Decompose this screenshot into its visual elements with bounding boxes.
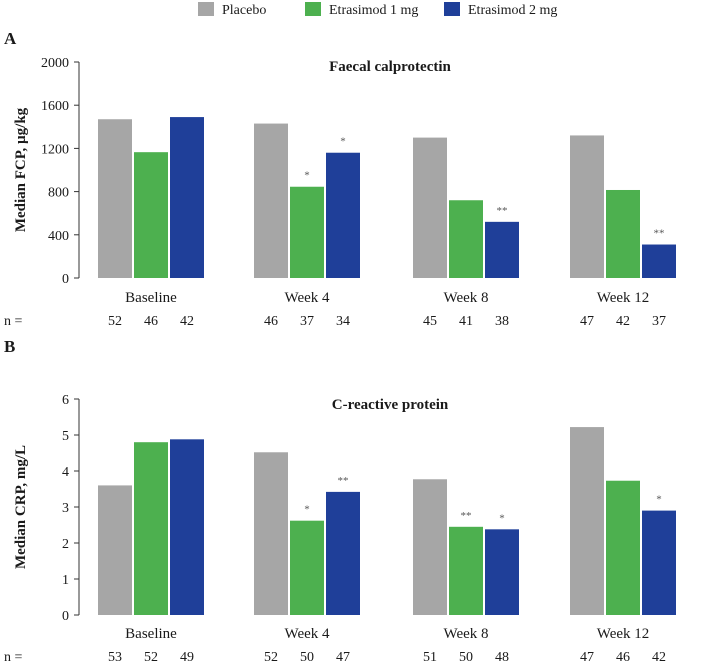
category-label-a-2: Week 8 (443, 290, 488, 306)
panel-a-faecal-calprotectin-chart: A Faecal calprotectin Median FCP, µg/kg 0 40… (4, 29, 676, 329)
y-tick-label-b-3: 3 (62, 501, 69, 516)
bar-a-1-2 (326, 152, 360, 278)
y-tick-label-b-5: 5 (62, 429, 69, 444)
category-label-b-3: Week 12 (597, 626, 650, 642)
n-prefix-b: n = (4, 650, 23, 665)
n-value-b-0-0: 53 (108, 650, 122, 665)
n-value-a-2-0: 45 (423, 314, 437, 329)
n-prefix-a: n = (4, 314, 23, 329)
bar-b-2-0 (413, 479, 447, 615)
bar-a-1-0 (254, 123, 288, 278)
chart-title-b: C-reactive protein (332, 397, 449, 413)
y-tick-label-a-0: 0 (62, 272, 69, 287)
legend-swatch-0 (198, 2, 214, 16)
bar-a-3-0 (570, 135, 604, 278)
bar-b-2-1 (449, 526, 483, 615)
panel-b-c-reactive-protein-chart: B C-reactive protein Median CRP, mg/L 0 1 2 3 4… (4, 337, 676, 665)
significance-marker-b-1-1: * (304, 504, 310, 516)
n-value-a-1-2: 34 (336, 314, 350, 329)
y-axis-label-b: Median CRP, mg/L (13, 445, 29, 569)
n-value-b-1-1: 50 (300, 650, 314, 665)
legend-label-0: Placebo (222, 3, 266, 18)
bar-a-0-1 (134, 152, 168, 278)
significance-marker-b-2-1: ** (461, 510, 472, 522)
significance-marker-a-1-1: * (304, 170, 310, 182)
n-value-a-2-2: 38 (495, 314, 509, 329)
n-value-b-0-2: 49 (180, 650, 194, 665)
legend: Placebo Etrasimod 1 mg Etrasimod 2 mg (198, 2, 557, 18)
n-value-a-0-1: 46 (144, 314, 158, 329)
y-axis-label-a: Median FCP, µg/kg (13, 107, 29, 232)
bar-b-0-2 (170, 439, 204, 615)
category-label-b-1: Week 4 (284, 626, 330, 642)
n-value-b-1-2: 47 (336, 650, 350, 665)
y-tick-label-a-4: 1600 (41, 99, 69, 114)
bar-a-3-2 (642, 244, 676, 278)
significance-marker-a-3-2: ** (654, 228, 665, 240)
bar-a-2-1 (449, 200, 483, 278)
bar-b-1-2 (326, 491, 360, 615)
significance-marker-b-2-2: * (499, 512, 505, 524)
category-label-a-1: Week 4 (284, 290, 330, 306)
panel-letter-b: B (4, 337, 15, 356)
bar-b-0-0 (98, 485, 132, 615)
significance-marker-b-3-2: * (656, 494, 662, 506)
n-value-b-3-2: 42 (652, 650, 666, 665)
n-value-a-2-1: 41 (459, 314, 473, 329)
legend-swatch-2 (444, 2, 460, 16)
bar-b-1-1 (290, 520, 324, 615)
n-value-a-3-1: 42 (616, 314, 630, 329)
category-label-b-2: Week 8 (443, 626, 488, 642)
n-value-a-0-0: 52 (108, 314, 122, 329)
n-value-b-3-1: 46 (616, 650, 630, 665)
n-value-a-1-1: 37 (300, 314, 314, 329)
n-value-b-3-0: 47 (580, 650, 594, 665)
category-label-b-0: Baseline (125, 626, 177, 642)
n-value-a-3-2: 37 (652, 314, 666, 329)
y-tick-label-b-1: 1 (62, 573, 69, 588)
n-value-b-2-0: 51 (423, 650, 437, 665)
y-tick-label-b-0: 0 (62, 609, 69, 624)
y-tick-label-b-6: 6 (62, 393, 69, 408)
legend-label-2: Etrasimod 2 mg (468, 3, 557, 18)
y-tick-label-a-1: 400 (48, 229, 69, 244)
y-tick-label-a-5: 2000 (41, 56, 69, 71)
category-label-a-0: Baseline (125, 290, 177, 306)
bar-b-0-1 (134, 442, 168, 615)
y-tick-label-a-2: 800 (48, 186, 69, 201)
bar-b-2-2 (485, 529, 519, 615)
n-value-a-3-0: 47 (580, 314, 594, 329)
bar-a-1-1 (290, 186, 324, 278)
category-label-a-3: Week 12 (597, 290, 650, 306)
y-tick-label-a-3: 1200 (41, 142, 69, 157)
bar-b-3-1 (606, 480, 640, 615)
significance-marker-a-1-2: * (340, 136, 346, 148)
bar-a-3-1 (606, 189, 640, 278)
n-value-b-1-0: 52 (264, 650, 278, 665)
significance-marker-b-1-2: ** (338, 475, 349, 487)
legend-swatch-1 (305, 2, 321, 16)
bar-a-0-0 (98, 119, 132, 279)
n-value-b-0-1: 52 (144, 650, 158, 665)
y-tick-label-b-4: 4 (62, 465, 69, 480)
bar-b-3-2 (642, 510, 676, 615)
bar-a-2-2 (485, 221, 519, 278)
bar-a-2-0 (413, 137, 447, 278)
chart-title-a: Faecal calprotectin (329, 59, 451, 75)
significance-marker-a-2-2: ** (497, 205, 508, 217)
panel-letter-a: A (4, 29, 17, 48)
n-value-a-0-2: 42 (180, 314, 194, 329)
bar-b-1-0 (254, 452, 288, 615)
legend-label-1: Etrasimod 1 mg (329, 3, 418, 18)
y-tick-label-b-2: 2 (62, 537, 69, 552)
n-value-a-1-0: 46 (264, 314, 278, 329)
bar-b-3-0 (570, 427, 604, 615)
bar-a-0-2 (170, 117, 204, 278)
n-value-b-2-2: 48 (495, 650, 509, 665)
n-value-b-2-1: 50 (459, 650, 473, 665)
